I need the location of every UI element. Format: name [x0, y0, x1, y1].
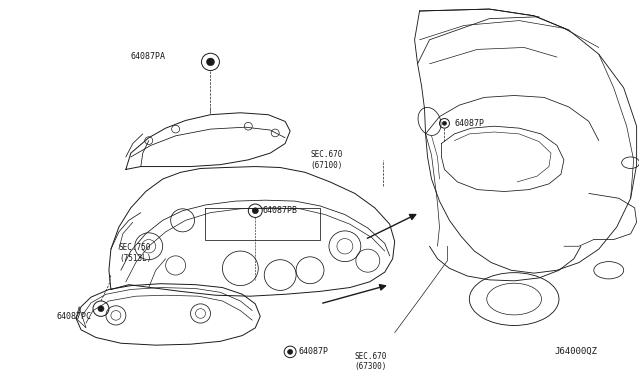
Circle shape	[252, 208, 259, 214]
Text: 64087P: 64087P	[454, 119, 484, 128]
Text: 64087PC: 64087PC	[56, 312, 91, 321]
Circle shape	[287, 349, 292, 354]
Text: SEC.670
(67100): SEC.670 (67100)	[310, 150, 342, 170]
Text: 64087PB: 64087PB	[262, 206, 297, 215]
Text: J64000QZ: J64000QZ	[554, 347, 597, 356]
Circle shape	[207, 58, 214, 66]
Circle shape	[442, 121, 447, 125]
Text: SEC.750
(7513L): SEC.750 (7513L)	[119, 243, 151, 263]
Text: 64087P: 64087P	[298, 347, 328, 356]
Text: SEC.670
(67300): SEC.670 (67300)	[355, 352, 387, 371]
Text: 64087PA: 64087PA	[131, 52, 166, 61]
Circle shape	[98, 306, 104, 311]
